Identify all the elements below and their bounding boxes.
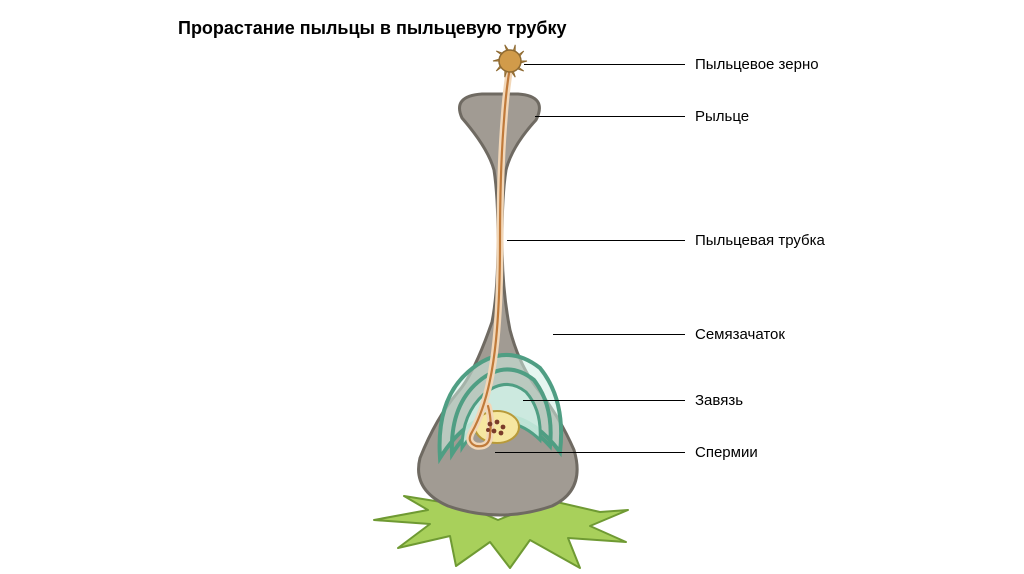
sperm-cell-1 bbox=[495, 420, 500, 425]
leader-line-ovule bbox=[553, 334, 685, 335]
pollen-grain-shape bbox=[499, 50, 521, 72]
label-pollen_tube: Пыльцевая трубка bbox=[695, 232, 825, 249]
leader-line-pollen_grain bbox=[524, 64, 685, 65]
leader-line-pollen_tube bbox=[507, 240, 685, 241]
leader-line-stigma bbox=[535, 116, 685, 117]
sperm-cell-2 bbox=[501, 425, 506, 430]
diagram-canvas: Прорастание пыльцы в пыльцевую трубку Пы… bbox=[0, 0, 1024, 574]
sperm-cell-4 bbox=[499, 431, 504, 436]
label-ovule: Семязачаток bbox=[695, 326, 785, 343]
label-pollen_grain: Пыльцевое зерно bbox=[695, 56, 819, 73]
sperm-cell-0 bbox=[488, 422, 493, 427]
sperm-cell-5 bbox=[486, 428, 490, 432]
sperm-cell-3 bbox=[492, 429, 497, 434]
pistil-diagram-svg bbox=[0, 0, 1024, 574]
label-sperm: Спермии bbox=[695, 444, 758, 461]
leader-line-sperm bbox=[495, 452, 685, 453]
label-ovary: Завязь bbox=[695, 392, 743, 409]
leader-line-ovary bbox=[523, 400, 685, 401]
label-stigma: Рыльце bbox=[695, 108, 749, 125]
